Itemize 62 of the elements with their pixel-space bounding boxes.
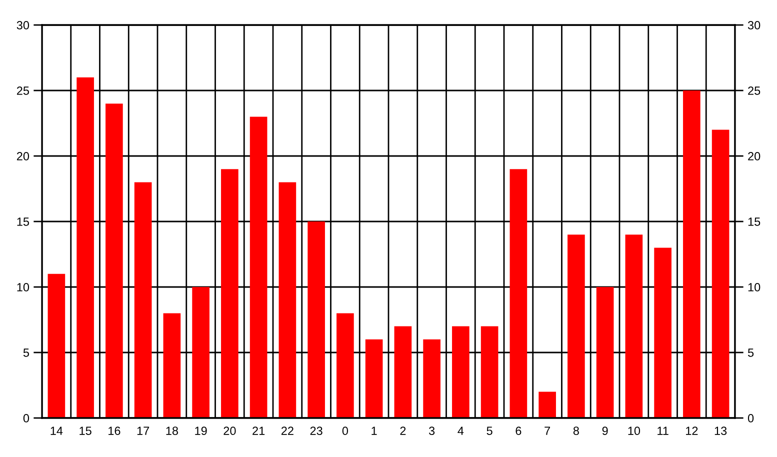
bar — [192, 287, 210, 418]
y-tick-label: 15 — [17, 218, 30, 226]
bar — [134, 182, 152, 418]
x-tick-label: 9 — [602, 426, 608, 436]
x-tick-label: 15 — [80, 426, 92, 436]
y2-tick-label: 15 — [748, 218, 760, 226]
bar — [538, 392, 556, 418]
bar — [712, 130, 730, 418]
y2-tick-label: 25 — [748, 86, 760, 95]
bar — [76, 77, 94, 418]
bar — [278, 182, 296, 418]
bar — [452, 326, 470, 418]
y-tick-label: 20 — [16, 152, 30, 160]
x-tick-label: 6 — [516, 426, 522, 436]
y-tick-label: 10 — [17, 283, 30, 292]
x-tick-label: 20 — [224, 426, 236, 436]
x-tick-label: 16 — [108, 426, 120, 436]
bar — [596, 287, 614, 418]
bar — [308, 222, 325, 418]
y-tick-label: 25 — [16, 86, 30, 95]
bar — [394, 326, 412, 418]
y-tick-label: 5 — [23, 348, 30, 357]
x-tick-label: 21 — [252, 426, 265, 435]
bar — [221, 169, 238, 418]
bar — [163, 313, 181, 418]
x-tick-label: 23 — [310, 426, 322, 436]
bar — [423, 339, 440, 418]
y2-tick-label: 10 — [748, 283, 760, 292]
x-tick-label: 8 — [573, 426, 579, 436]
x-tick-label: 11 — [658, 426, 668, 435]
x-tick-label: 0 — [342, 426, 348, 436]
bar — [568, 234, 585, 418]
x-tick-label: 4 — [458, 426, 464, 435]
y-tick-label: 0 — [23, 414, 30, 422]
x-tick-label: 19 — [195, 426, 207, 436]
x-tick-label: 10 — [628, 426, 640, 436]
x-tick-label: 5 — [486, 426, 492, 436]
bar — [336, 313, 354, 418]
bar — [654, 248, 672, 418]
x-tick-label: 14 — [50, 426, 63, 435]
y2-tick-label: 5 — [748, 348, 754, 357]
y-tick-label: 30 — [16, 21, 30, 30]
bar — [625, 234, 643, 418]
x-tick-label: 2 — [400, 426, 406, 435]
bar — [365, 339, 383, 418]
y2-tick-label: 0 — [748, 414, 754, 422]
bar — [510, 169, 528, 418]
bar — [683, 90, 700, 418]
bar — [480, 326, 498, 418]
y2-tick-label: 30 — [748, 21, 760, 30]
x-tick-label: 12 — [686, 426, 698, 435]
x-tick-label: 7 — [544, 426, 550, 435]
bar — [106, 104, 123, 418]
x-tick-label: 18 — [166, 426, 178, 436]
x-tick-label: 3 — [428, 426, 435, 436]
bar — [250, 116, 268, 418]
x-tick-label: 1 — [372, 426, 377, 435]
bar — [48, 274, 66, 418]
y2-tick-label: 20 — [748, 152, 760, 160]
x-tick-label: 17 — [137, 426, 150, 435]
x-tick-label: 22 — [281, 426, 294, 435]
x-tick-label: 13 — [714, 426, 727, 436]
